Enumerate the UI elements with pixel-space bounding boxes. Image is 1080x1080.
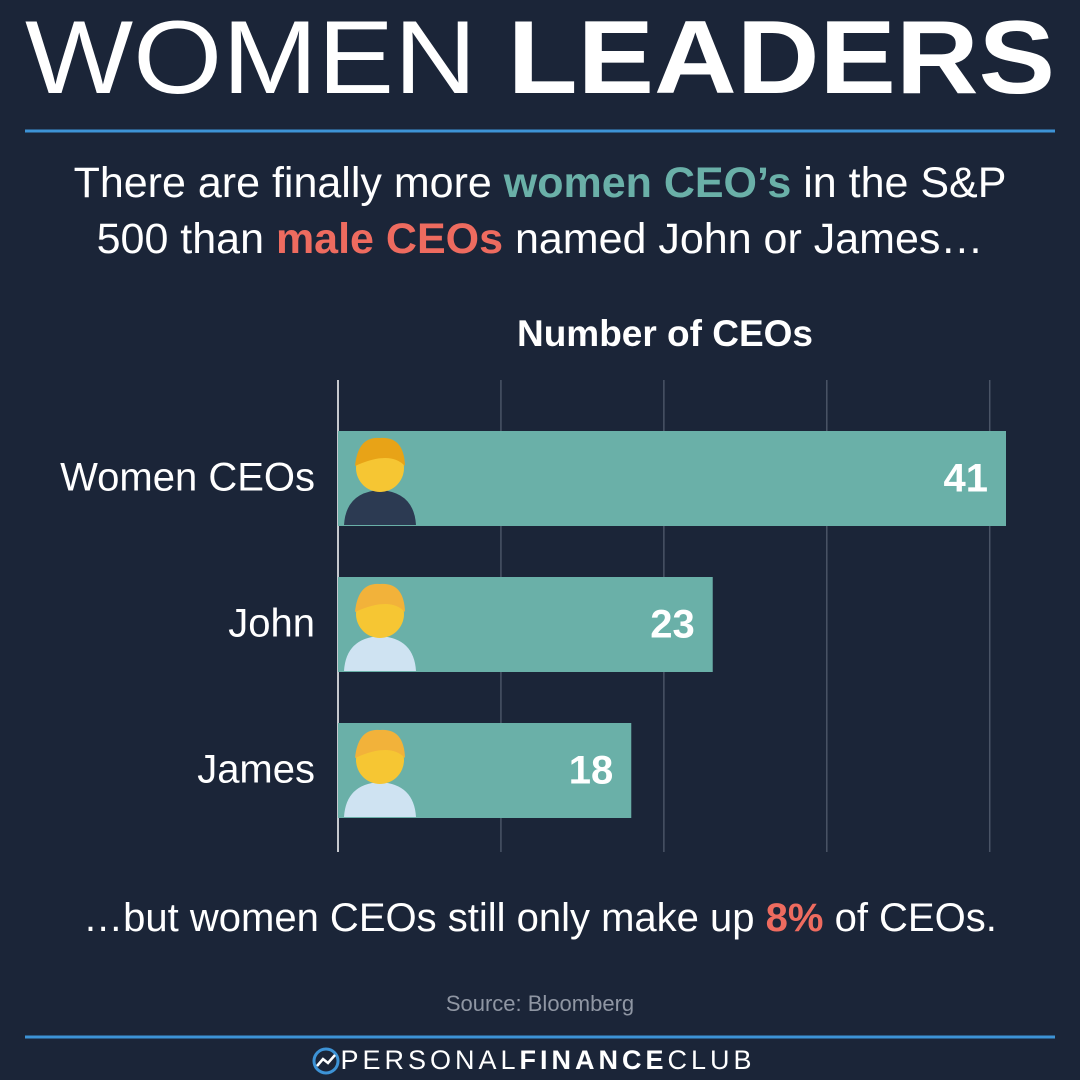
icon-body bbox=[344, 782, 416, 817]
logo bbox=[312, 1047, 340, 1075]
text-segment: 500 than bbox=[97, 215, 276, 263]
text-segment: of CEOs. bbox=[823, 896, 996, 940]
subtitle-line: 500 than male CEOs named John or James… bbox=[97, 215, 984, 263]
page-title: WOMEN LEADERS bbox=[25, 0, 1055, 116]
brand: PERSONALFINANCECLUB bbox=[340, 1045, 755, 1075]
person-icon bbox=[344, 583, 416, 671]
subtitle-line: There are finally more women CEO’s in th… bbox=[74, 159, 1007, 207]
bar bbox=[338, 431, 1006, 526]
title-thin: WOMEN bbox=[25, 0, 477, 116]
category-label: John bbox=[228, 602, 315, 646]
icon-body bbox=[344, 636, 416, 671]
value-label: 41 bbox=[944, 457, 989, 501]
value-label: 18 bbox=[569, 749, 614, 793]
brand-part: CLUB bbox=[668, 1045, 756, 1075]
highlight: women CEO’s bbox=[503, 159, 792, 207]
category-label: James bbox=[197, 748, 315, 792]
category-label: Women CEOs bbox=[60, 456, 315, 500]
title-bold: LEADERS bbox=[508, 0, 1055, 116]
note: …but women CEOs still only make up 8% of… bbox=[83, 896, 997, 940]
plot: Women CEOs 41 John 23 James 18 bbox=[60, 380, 1006, 852]
text-segment: in the S&P bbox=[791, 159, 1006, 207]
chart-title: Number of CEOs bbox=[517, 313, 813, 354]
text-segment: named John or James… bbox=[503, 215, 983, 263]
highlight: 8% bbox=[766, 896, 824, 940]
text-segment: There are finally more bbox=[74, 159, 504, 207]
brand-part: FINANCE bbox=[520, 1045, 668, 1075]
value-label: 23 bbox=[650, 603, 695, 647]
icon-hair bbox=[355, 729, 405, 758]
icon-hair bbox=[355, 583, 405, 612]
icon-body bbox=[344, 490, 416, 525]
highlight: male CEOs bbox=[276, 215, 503, 263]
icon-hair bbox=[355, 437, 405, 466]
text-segment: …but women CEOs still only make up bbox=[83, 896, 765, 940]
person-icon bbox=[344, 729, 416, 817]
brand-part: PERSONAL bbox=[340, 1045, 519, 1075]
person-icon bbox=[344, 437, 416, 525]
source: Source: Bloomberg bbox=[446, 991, 634, 1016]
